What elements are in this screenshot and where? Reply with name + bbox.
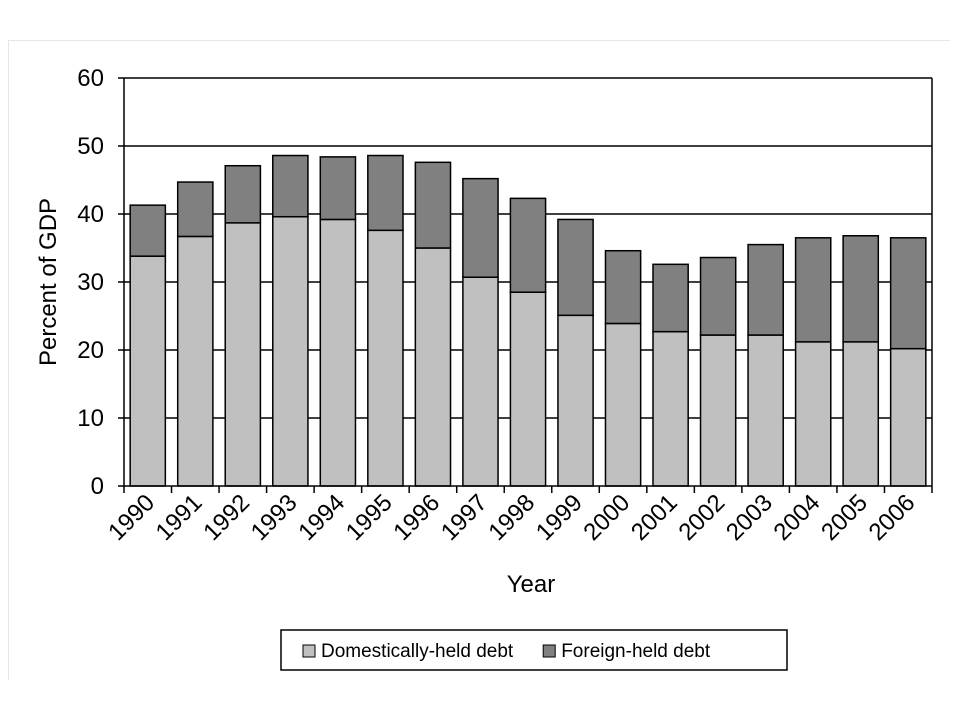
legend-label: Domestically-held debt — [321, 641, 514, 662]
x-tick-label: 1992 — [198, 489, 255, 546]
bar-domestic — [652, 330, 689, 487]
x-tick-label: 1994 — [293, 489, 350, 546]
legend: Domestically-held debt Foreign-held debt — [280, 629, 788, 671]
x-tick-label: 1990 — [103, 489, 160, 546]
bar-domestic — [224, 222, 262, 487]
bar-domestic — [367, 229, 404, 487]
bar-domestic — [129, 255, 167, 487]
x-tick-label: 1997 — [436, 489, 493, 546]
x-tick-label: 1996 — [388, 489, 445, 546]
bar-domestic — [319, 218, 357, 487]
bar-domestic — [176, 235, 214, 487]
x-tick-label: 2000 — [578, 489, 635, 546]
bar-foreign — [557, 218, 594, 317]
bar-foreign — [272, 154, 309, 218]
y-tick-label: 30 — [77, 269, 104, 296]
bar-domestic — [462, 276, 499, 487]
bar-foreign — [652, 263, 689, 333]
x-tick-label: 2003 — [721, 489, 778, 546]
bar-foreign — [699, 256, 737, 336]
bar-domestic — [842, 341, 880, 487]
bar-domestic — [889, 347, 927, 487]
legend-swatch — [542, 644, 556, 658]
bar-foreign — [604, 249, 642, 325]
bar-domestic — [699, 334, 737, 487]
x-tick-label: 2005 — [816, 489, 873, 546]
x-tick-label: 1993 — [246, 489, 303, 546]
x-tick-label: 2006 — [864, 489, 921, 546]
x-tick-label: 2004 — [769, 489, 826, 546]
bar-foreign — [747, 243, 784, 336]
bar-domestic — [747, 334, 784, 487]
bar-foreign — [414, 161, 452, 249]
x-tick-label: 2002 — [674, 489, 731, 546]
y-tick-label: 10 — [77, 405, 104, 432]
y-tick-label: 40 — [77, 201, 104, 228]
x-tick-label: 2001 — [626, 489, 683, 546]
x-tick-label: 1999 — [531, 489, 588, 546]
bar-domestic — [272, 215, 309, 487]
y-axis-title: Percent of GDP — [35, 198, 62, 366]
y-tick-label: 60 — [77, 65, 104, 92]
bar-foreign — [224, 164, 262, 224]
bar-foreign — [319, 156, 357, 221]
bar-foreign — [794, 237, 832, 343]
bar-foreign — [889, 237, 927, 350]
y-tick-label: 20 — [77, 337, 104, 364]
legend-label: Foreign-held debt — [561, 641, 711, 662]
bars — [129, 154, 927, 487]
legend-box — [280, 629, 788, 671]
bar-domestic — [604, 322, 642, 487]
y-tick-label: 0 — [91, 473, 104, 500]
bar-foreign — [129, 204, 167, 257]
bar-foreign — [509, 197, 547, 293]
bar-foreign — [842, 235, 880, 343]
bar-foreign — [462, 177, 499, 278]
bar-domestic — [794, 341, 832, 487]
bar-foreign — [176, 181, 214, 238]
bar-foreign — [367, 154, 404, 232]
bar-domestic — [557, 314, 594, 487]
x-tick-label: 1991 — [151, 489, 208, 546]
y-tick-label: 50 — [77, 133, 104, 160]
x-axis-title: Year — [507, 571, 556, 598]
x-tick-label: 1995 — [341, 489, 398, 546]
legend-swatch — [302, 644, 316, 658]
x-tick-label: 1998 — [483, 489, 540, 546]
chart-frame — [8, 40, 950, 680]
bar-domestic — [509, 291, 547, 487]
bar-domestic — [414, 247, 452, 487]
